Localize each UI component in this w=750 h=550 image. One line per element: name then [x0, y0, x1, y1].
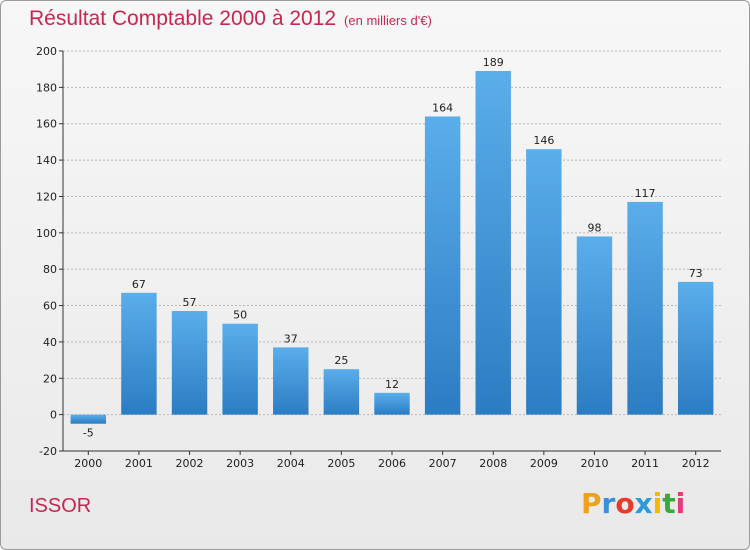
- x-tick-label: 2008: [479, 457, 507, 470]
- x-tick-label: 2002: [176, 457, 204, 470]
- bar: [475, 71, 511, 415]
- y-tick-label: 20: [43, 372, 57, 385]
- x-tick-label: 2010: [580, 457, 608, 470]
- x-tick-label: 2000: [74, 457, 102, 470]
- data-label: 67: [132, 278, 146, 291]
- data-label: 25: [334, 354, 348, 367]
- logo-letter: i: [652, 487, 663, 520]
- logo-letter: t: [662, 487, 676, 520]
- data-label: -5: [83, 427, 94, 440]
- y-tick-label: 60: [43, 300, 57, 313]
- data-label: 146: [533, 134, 554, 147]
- logo-letter: x: [634, 487, 653, 520]
- x-tick-label: 2011: [631, 457, 659, 470]
- data-label: 50: [233, 309, 247, 322]
- chart-title-text: Résultat Comptable 2000 à 2012: [29, 7, 337, 30]
- bar: [323, 369, 360, 415]
- chart-subtitle: (en milliers d'€): [344, 13, 432, 28]
- data-label: 189: [483, 56, 504, 69]
- commune-name: ISSOR: [29, 495, 92, 517]
- y-tick-label: 40: [43, 336, 57, 349]
- y-tick-label: 140: [36, 154, 57, 167]
- bar: [222, 323, 258, 415]
- logo-letter: i: [675, 487, 686, 520]
- x-tick-label: 2006: [378, 457, 406, 470]
- bar: [273, 347, 309, 415]
- bar: [70, 414, 107, 424]
- y-tick-label: 120: [36, 190, 57, 203]
- y-tick-label: 160: [36, 118, 57, 131]
- bar: [171, 311, 208, 415]
- x-tick-label: 2005: [327, 457, 355, 470]
- chart-title: Résultat Comptable 2000 à 2012 (en millie…: [29, 7, 432, 31]
- bar: [576, 236, 613, 415]
- x-tick-label: 2004: [277, 457, 305, 470]
- x-tick-label: 2009: [530, 457, 558, 470]
- y-tick-label: 100: [36, 227, 57, 240]
- data-label: 164: [432, 101, 453, 114]
- x-tick-label: 2012: [682, 457, 710, 470]
- x-tick-label: 2001: [125, 457, 153, 470]
- y-tick-label: -20: [39, 445, 57, 458]
- y-tick-label: 200: [36, 45, 57, 58]
- y-tick-label: 80: [43, 263, 57, 276]
- bar: [627, 201, 663, 415]
- y-tick-label: 180: [36, 81, 57, 94]
- data-label: 12: [385, 378, 399, 391]
- data-label: 73: [689, 267, 703, 280]
- bar: [121, 292, 157, 415]
- data-label: 37: [284, 332, 298, 345]
- logo-letter: o: [615, 487, 635, 520]
- data-label: 117: [635, 187, 656, 200]
- x-tick-label: 2007: [429, 457, 457, 470]
- bar: [424, 116, 461, 415]
- logo-letter: P: [581, 487, 602, 520]
- data-label: 57: [183, 296, 197, 309]
- data-label: 98: [587, 221, 601, 234]
- proxiti-logo: Proxiti: [581, 487, 685, 520]
- bar: [374, 392, 410, 415]
- x-tick-label: 2003: [226, 457, 254, 470]
- y-tick-label: 0: [50, 409, 57, 422]
- logo-letter: r: [601, 487, 616, 520]
- bar: [677, 281, 714, 415]
- bar: [526, 149, 562, 415]
